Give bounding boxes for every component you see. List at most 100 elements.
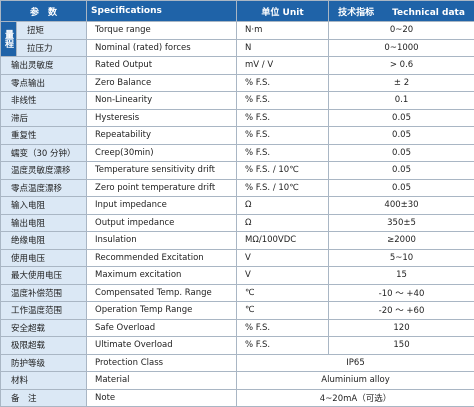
value-cell: ≥2000: [328, 231, 474, 250]
value-cell: 4~20mA（可选）: [236, 388, 474, 407]
value-cell: 15: [328, 266, 474, 285]
param-cell: 输入电阻: [0, 196, 88, 215]
table-row: 工作温度范围 Operation Temp Range ℃ -20 ～ +60: [0, 301, 474, 320]
table-row: 材料 Material Aluminium alloy: [0, 371, 474, 390]
unit-cell: % F.S.: [236, 336, 330, 355]
unit-cell: ℃: [236, 283, 330, 302]
table-row: 绝缘电阻 Insulation MΩ/100VDC ≥2000: [0, 231, 474, 250]
param-cell: 非线性: [0, 91, 88, 110]
unit-cell: % F.S.: [236, 73, 330, 92]
param-cell: 安全超载: [0, 318, 88, 337]
header-cell: 单位 Unit: [236, 0, 330, 22]
value-cell: -10 ～ +40: [328, 283, 474, 302]
spec-cell: Input impedance: [86, 196, 238, 215]
unit-cell: % F.S.: [236, 91, 330, 110]
table-row: 使用电压 Recommended Excitation V 5~10: [0, 248, 474, 267]
table-row: 温度灵敏度漂移 Temperature sensitivity drift% F.…: [0, 161, 474, 180]
spec-cell: Safe Overload: [86, 318, 238, 337]
spec-cell: Torque range: [86, 21, 238, 40]
unit-cell: % F.S.: [236, 108, 330, 127]
spec-cell: Recommended Excitation: [86, 248, 238, 267]
param-cell: 扭矩: [15, 21, 88, 40]
table-row: 输出电阻 Output impedance Ω 350±5: [0, 213, 474, 232]
param-cell: 材料: [0, 371, 88, 390]
group-label: 量程: [0, 21, 17, 57]
table-row: 零点温度漂移 Zero point temperature drift% F.S.…: [0, 178, 474, 197]
spec-cell: Non-Linearity: [86, 91, 238, 110]
value-cell: 150: [328, 336, 474, 355]
unit-cell: N·m: [236, 21, 330, 40]
param-cell: 最大使用电压: [0, 266, 88, 285]
table-row: 输入电阻 Input impedance Ω 400±30: [0, 196, 474, 215]
table-row: 重复性 Repeatability% F.S. 0.05: [0, 126, 474, 145]
value-cell: 120: [328, 318, 474, 337]
unit-cell: MΩ/100VDC: [236, 231, 330, 250]
header-row: 参 数 Specifications 单位 Unit 技术指标 Technica…: [0, 0, 474, 22]
unit-cell: ℃: [236, 301, 330, 320]
param-cell: 零点输出: [0, 73, 88, 92]
value-cell: 0.05: [328, 178, 474, 197]
table-row: 蠕变（30 分钟） Creep(30min)% F.S. 0.05: [0, 143, 474, 162]
table-row: 量程 扭矩 Torque range N·m 0~20: [0, 21, 474, 57]
value-cell: 0.1: [328, 91, 474, 110]
table-body: 量程 扭矩 Torque range N·m 0~20 拉压力 Nominal (rated…: [0, 21, 474, 407]
spec-cell: Hysteresis: [86, 108, 238, 127]
unit-cell: N: [236, 38, 330, 57]
value-cell: > 0.6: [328, 56, 474, 75]
table-row: 拉压力 Nominal (rated) forces N 0~1000: [1, 38, 474, 57]
unit-cell: % F.S.: [236, 143, 330, 162]
param-cell: 拉压力: [15, 38, 88, 57]
spec-cell: Operation Temp Range: [86, 301, 238, 320]
unit-cell: V: [236, 266, 330, 285]
unit-cell: % F.S.: [236, 318, 330, 337]
value-cell: 400±30: [328, 196, 474, 215]
param-cell: 绝缘电阻: [0, 231, 88, 250]
param-cell: 温度补偿范围: [0, 283, 88, 302]
param-cell: 防护等级: [0, 353, 88, 372]
spec-cell: Creep(30min): [86, 143, 238, 162]
spec-cell: Zero point temperature drift: [86, 178, 238, 197]
value-cell: ± 2: [328, 73, 474, 92]
value-cell: IP65: [236, 353, 474, 372]
header-cell: Specifications: [86, 0, 238, 22]
spec-cell: Material: [86, 371, 238, 390]
spec-cell: Note: [86, 388, 238, 407]
value-cell: 0~1000: [328, 38, 474, 57]
table-row: 防护等级 Protection Class IP65: [0, 353, 474, 372]
spec-cell: Compensated Temp. Range: [86, 283, 238, 302]
unit-cell: % F.S.: [236, 126, 330, 145]
param-cell: 重复性: [0, 126, 88, 145]
param-cell: 蠕变（30 分钟）: [0, 143, 88, 162]
header-cell: 技术指标 Technical data: [328, 0, 474, 22]
spec-cell: Temperature sensitivity drift: [86, 161, 238, 180]
param-cell: 工作温度范围: [0, 301, 88, 320]
value-cell: 0.05: [328, 108, 474, 127]
spec-cell: Output impedance: [86, 213, 238, 232]
param-cell: 输出灵敏度: [0, 56, 88, 75]
value-cell: 0.05: [328, 143, 474, 162]
spec-cell: Rated Output: [86, 56, 238, 75]
param-cell: 温度灵敏度漂移: [0, 161, 88, 180]
param-cell: 输出电阻: [0, 213, 88, 232]
table-row: 安全超载 Safe Overload% F.S. 120: [0, 318, 474, 337]
param-cell: 极限超载: [0, 336, 88, 355]
value-cell: 350±5: [328, 213, 474, 232]
param-cell: 备 注: [0, 388, 88, 407]
unit-cell: mV / V: [236, 56, 330, 75]
unit-cell: % F.S. / 10℃: [236, 161, 330, 180]
table-row: 输出灵敏度 Rated Output mV / V > 0.6: [0, 56, 474, 75]
unit-cell: Ω: [236, 213, 330, 232]
value-cell: -20 ～ +60: [328, 301, 474, 320]
spec-cell: Repeatability: [86, 126, 238, 145]
table-row: 极限超载 Ultimate Overload% F.S. 150: [0, 336, 474, 355]
param-cell: 零点温度漂移: [0, 178, 88, 197]
table-row: 零点输出 Zero Balance% F.S. ± 2: [0, 73, 474, 92]
unit-cell: V: [236, 248, 330, 267]
header-cell: 参 数: [0, 0, 88, 22]
spec-cell: Ultimate Overload: [86, 336, 238, 355]
table-row: 最大使用电压 Maximum excitation V 15: [0, 266, 474, 285]
table-row: 滞后 Hysteresis% F.S. 0.05: [0, 108, 474, 127]
value-cell: 0~20: [328, 21, 474, 40]
